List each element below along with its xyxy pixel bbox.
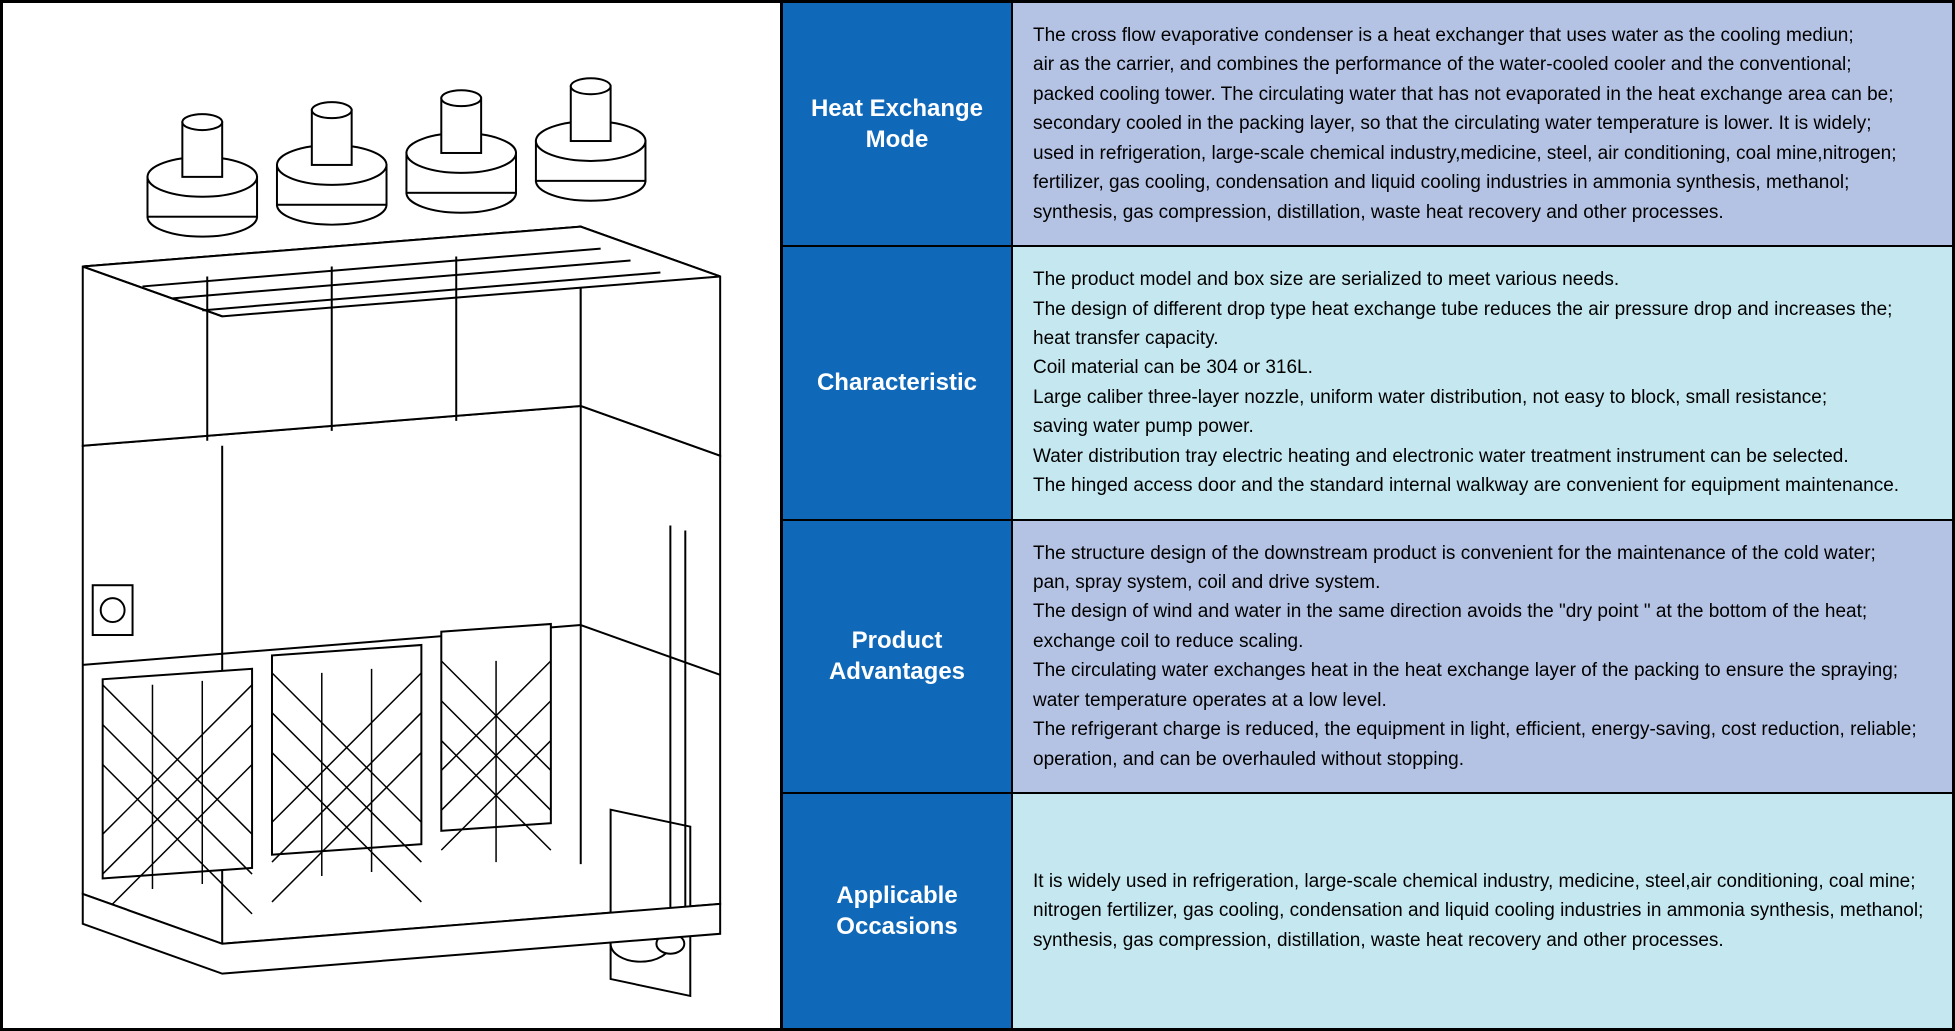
- condenser-diagram: [23, 23, 760, 1008]
- diagram-panel: [3, 3, 783, 1028]
- row-header-occasions: Applicable Occasions: [783, 794, 1013, 1028]
- main-container: Heat Exchange Mode The cross flow evapor…: [0, 0, 1955, 1031]
- row-header-heat-exchange: Heat Exchange Mode: [783, 3, 1013, 245]
- table-row: Characteristic The product model and box…: [783, 247, 1952, 521]
- row-content-occasions: It is widely used in refrigeration, larg…: [1013, 794, 1952, 1028]
- content-text: It is widely used in refrigeration, larg…: [1033, 867, 1923, 955]
- content-text: The product model and box size are seria…: [1033, 265, 1899, 501]
- row-header-advantages: Product Advantages: [783, 521, 1013, 793]
- row-header-characteristic: Characteristic: [783, 247, 1013, 519]
- table-row: Heat Exchange Mode The cross flow evapor…: [783, 3, 1952, 247]
- content-text: The structure design of the downstream p…: [1033, 539, 1917, 775]
- content-text: The cross flow evaporative condenser is …: [1033, 21, 1897, 227]
- row-content-heat-exchange: The cross flow evaporative condenser is …: [1013, 3, 1952, 245]
- table-row: Applicable Occasions It is widely used i…: [783, 794, 1952, 1028]
- row-content-characteristic: The product model and box size are seria…: [1013, 247, 1952, 519]
- table-row: Product Advantages The structure design …: [783, 521, 1952, 795]
- spec-table: Heat Exchange Mode The cross flow evapor…: [783, 3, 1952, 1028]
- row-content-advantages: The structure design of the downstream p…: [1013, 521, 1952, 793]
